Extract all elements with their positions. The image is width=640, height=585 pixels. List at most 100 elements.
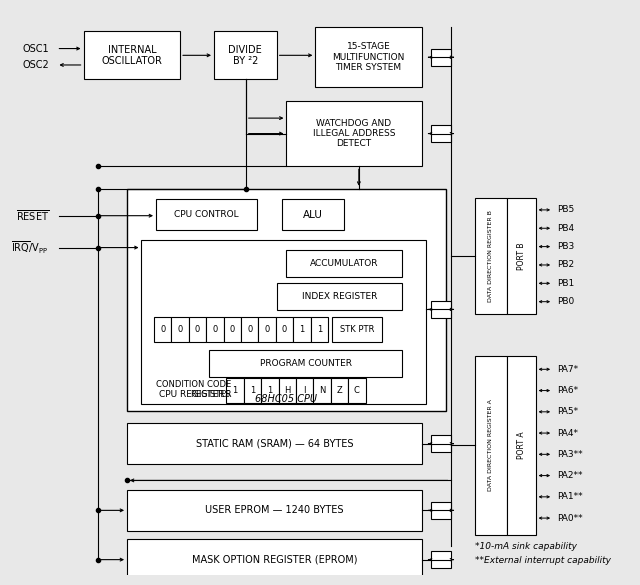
Text: INDEX REGISTER: INDEX REGISTER <box>302 292 377 301</box>
Bar <box>348 378 365 403</box>
Text: 1: 1 <box>300 325 305 334</box>
Bar <box>214 31 276 80</box>
Text: PA3**: PA3** <box>557 450 582 459</box>
Text: PA7*: PA7* <box>557 365 578 374</box>
Text: C: C <box>354 386 360 395</box>
Text: 1: 1 <box>232 386 238 395</box>
Bar <box>244 378 261 403</box>
Bar <box>310 317 328 342</box>
Text: PROGRAM COUNTER: PROGRAM COUNTER <box>260 359 352 368</box>
Text: STATIC RAM (SRAM) — 64 BYTES: STATIC RAM (SRAM) — 64 BYTES <box>196 439 353 449</box>
Text: 68HC05 CPU: 68HC05 CPU <box>255 394 317 404</box>
Bar <box>431 551 451 569</box>
Text: DATA DIRECTION REGISTER A: DATA DIRECTION REGISTER A <box>488 399 493 491</box>
Text: 1: 1 <box>317 325 322 334</box>
Text: 0: 0 <box>195 325 200 334</box>
Bar <box>83 31 180 80</box>
Bar <box>332 317 382 342</box>
Bar <box>127 539 422 580</box>
Text: PB2: PB2 <box>557 260 574 270</box>
Bar <box>278 378 296 403</box>
Bar <box>431 49 451 66</box>
Bar <box>172 317 189 342</box>
Text: PORT B: PORT B <box>516 243 525 270</box>
Text: DATA DIRECTION REGISTER B: DATA DIRECTION REGISTER B <box>488 211 493 302</box>
Bar <box>316 27 422 87</box>
Bar <box>209 350 403 377</box>
Bar <box>189 317 206 342</box>
Text: 1: 1 <box>250 386 255 395</box>
Bar <box>127 188 446 411</box>
Text: $\overline{\rm RESET}$: $\overline{\rm RESET}$ <box>16 208 49 223</box>
Text: INTERNAL
OSCILLATOR: INTERNAL OSCILLATOR <box>101 44 163 66</box>
Text: PA4*: PA4* <box>557 429 578 438</box>
Bar <box>475 356 507 535</box>
Bar <box>296 378 314 403</box>
Text: CONDITION CODE
REGISTER: CONDITION CODE REGISTER <box>156 380 231 400</box>
Text: STK PTR: STK PTR <box>340 325 374 334</box>
Bar <box>154 317 172 342</box>
Text: PORT A: PORT A <box>516 431 525 459</box>
Bar <box>286 101 422 166</box>
Bar <box>431 125 451 142</box>
Text: $\overline{\rm IRQ}$/V$_{\rm PP}$: $\overline{\rm IRQ}$/V$_{\rm PP}$ <box>11 239 48 256</box>
Text: *10-mA sink capability: *10-mA sink capability <box>475 542 577 550</box>
Text: PA0**: PA0** <box>557 514 582 522</box>
Text: PA5*: PA5* <box>557 407 578 417</box>
Text: 0: 0 <box>230 325 235 334</box>
Bar <box>206 317 223 342</box>
Text: PB5: PB5 <box>557 205 574 214</box>
Text: I: I <box>303 386 306 395</box>
Bar <box>127 424 422 464</box>
Text: ALU: ALU <box>303 210 323 220</box>
Text: PA1**: PA1** <box>557 493 582 501</box>
Bar <box>475 198 507 314</box>
Bar <box>507 198 536 314</box>
Text: Z: Z <box>337 386 342 395</box>
Text: 0: 0 <box>160 325 165 334</box>
Text: CPU REGISTERS: CPU REGISTERS <box>159 390 230 399</box>
Bar <box>431 435 451 452</box>
Text: PA2**: PA2** <box>557 471 582 480</box>
Bar <box>276 283 403 311</box>
Bar <box>141 240 426 404</box>
Text: PB1: PB1 <box>557 279 574 288</box>
Bar <box>127 490 422 531</box>
Text: 0: 0 <box>247 325 252 334</box>
Text: MASK OPTION REGISTER (EPROM): MASK OPTION REGISTER (EPROM) <box>191 555 357 565</box>
Text: PB0: PB0 <box>557 297 574 306</box>
Bar <box>227 378 244 403</box>
Bar <box>314 378 331 403</box>
Text: WATCHDOG AND
ILLEGAL ADDRESS
DETECT: WATCHDOG AND ILLEGAL ADDRESS DETECT <box>313 119 396 149</box>
Text: DIVIDE
BY ²2: DIVIDE BY ²2 <box>228 44 262 66</box>
Bar <box>331 378 348 403</box>
Text: OSC2: OSC2 <box>22 60 49 70</box>
Text: 0: 0 <box>282 325 287 334</box>
Bar <box>156 199 257 230</box>
Text: PB4: PB4 <box>557 223 574 233</box>
Bar <box>259 317 276 342</box>
Text: 15-STAGE
MULTIFUNCTION
TIMER SYSTEM: 15-STAGE MULTIFUNCTION TIMER SYSTEM <box>332 42 404 72</box>
Bar <box>293 317 310 342</box>
Bar <box>431 301 451 318</box>
Text: CPU CONTROL: CPU CONTROL <box>174 210 239 219</box>
Bar <box>276 317 293 342</box>
Text: ACCUMULATOR: ACCUMULATOR <box>310 259 379 267</box>
Bar <box>286 250 403 277</box>
Bar <box>282 199 344 230</box>
Text: 0: 0 <box>264 325 269 334</box>
Bar <box>431 502 451 519</box>
Text: 0: 0 <box>212 325 218 334</box>
Text: OSC1: OSC1 <box>22 43 49 54</box>
Text: N: N <box>319 386 325 395</box>
Bar <box>223 317 241 342</box>
Bar <box>507 356 536 535</box>
Text: H: H <box>284 386 291 395</box>
Text: **External interrupt capability: **External interrupt capability <box>475 556 611 565</box>
Bar <box>261 378 278 403</box>
Text: USER EPROM — 1240 BYTES: USER EPROM — 1240 BYTES <box>205 505 344 515</box>
Text: 0: 0 <box>177 325 183 334</box>
Text: PA6*: PA6* <box>557 386 578 395</box>
Bar <box>241 317 259 342</box>
Text: 1: 1 <box>268 386 273 395</box>
